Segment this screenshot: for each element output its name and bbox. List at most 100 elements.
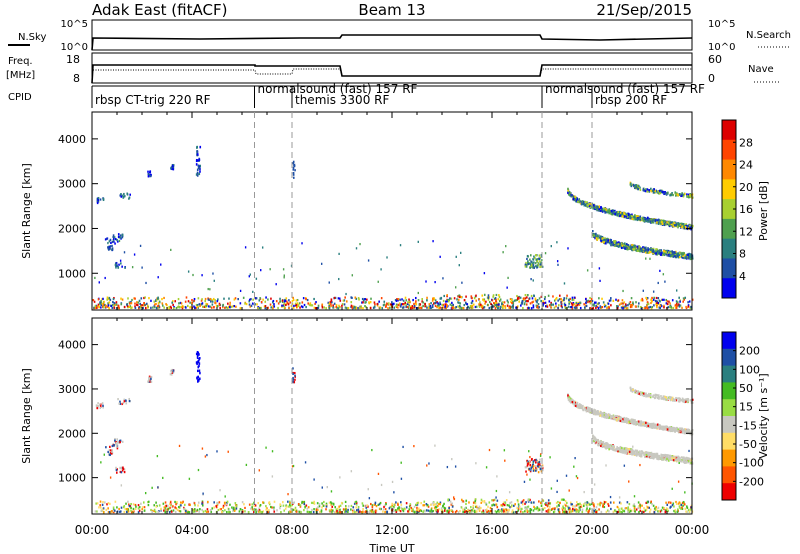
data-cell (602, 301, 605, 304)
data-cell (340, 501, 343, 505)
velocity-heatmap (94, 350, 694, 514)
data-cell (97, 402, 99, 405)
data-cell (495, 503, 497, 506)
data-cell (106, 296, 109, 299)
data-cell (552, 507, 554, 510)
data-cell (98, 281, 100, 284)
data-cell (163, 509, 165, 512)
data-cell (628, 510, 630, 513)
data-cell (602, 504, 605, 507)
data-cell (601, 297, 603, 300)
data-cell (495, 496, 497, 499)
data-cell (432, 503, 435, 506)
data-cell (164, 511, 167, 514)
data-cell (633, 503, 636, 506)
data-cell (471, 304, 473, 307)
data-cell (634, 245, 637, 248)
data-cell (655, 250, 657, 253)
data-cell (678, 505, 681, 508)
data-cell (686, 193, 688, 196)
data-cell (432, 501, 434, 504)
data-cell (279, 503, 282, 506)
data-cell (651, 218, 653, 221)
data-cell (321, 506, 323, 509)
data-cell (597, 206, 599, 209)
data-cell (250, 297, 252, 301)
data-cell (601, 236, 604, 239)
data-cell (527, 505, 530, 508)
data-cell (470, 511, 473, 514)
data-cell (657, 222, 660, 225)
data-cell (471, 306, 474, 310)
data-cell (592, 503, 595, 507)
data-cell (478, 303, 480, 306)
data-cell (641, 297, 644, 301)
data-cell (588, 203, 590, 206)
data-cell (164, 501, 167, 504)
data-cell (100, 303, 103, 307)
data-cell (439, 302, 442, 306)
data-cell (625, 417, 628, 420)
data-cell (628, 508, 630, 512)
data-cell (333, 296, 336, 300)
data-cell (123, 470, 126, 474)
data-cell (230, 305, 233, 308)
data-cell (489, 506, 492, 510)
data-cell (631, 303, 634, 307)
data-cell (671, 221, 674, 224)
data-cell (639, 504, 642, 507)
data-cell (137, 507, 140, 510)
data-cell (147, 172, 150, 176)
data-cell (119, 400, 121, 403)
data-cell (680, 431, 682, 434)
data-cell (94, 276, 96, 280)
data-cell (658, 306, 661, 309)
data-cell (442, 299, 445, 303)
data-cell (219, 489, 221, 492)
data-cell (664, 220, 666, 223)
data-cell (546, 505, 549, 508)
data-cell (232, 506, 235, 509)
data-cell (107, 305, 109, 308)
data-cell (396, 509, 398, 512)
data-cell (629, 215, 631, 218)
data-cell (99, 403, 102, 406)
data-cell (108, 240, 111, 243)
data-cell (134, 297, 136, 300)
data-cell (141, 506, 144, 509)
data-cell (337, 307, 339, 310)
data-cell (596, 206, 598, 209)
data-cell (688, 510, 691, 513)
data-cell (341, 303, 344, 306)
data-cell (493, 302, 495, 305)
data-cell (658, 192, 661, 195)
data-cell (511, 510, 513, 514)
data-cell (227, 302, 229, 305)
data-cell (328, 281, 330, 284)
data-cell (689, 194, 691, 197)
data-cell (654, 426, 656, 429)
data-cell (213, 501, 215, 504)
data-cell (442, 306, 444, 309)
data-cell (682, 500, 685, 504)
data-cell (632, 215, 634, 218)
data-cell (606, 509, 609, 512)
data-cell (260, 300, 263, 304)
data-cell (171, 163, 174, 167)
data-cell (296, 302, 299, 305)
data-cell (244, 246, 247, 249)
data-cell (536, 460, 538, 463)
data-cell (123, 305, 126, 309)
data-cell (601, 239, 604, 242)
data-cell (578, 508, 581, 512)
data-cell (205, 510, 208, 514)
data-cell (545, 510, 548, 513)
data-cell (142, 501, 145, 504)
data-cell (107, 502, 110, 505)
data-cell (117, 233, 120, 236)
data-cell (422, 504, 425, 507)
data-cell (364, 305, 366, 308)
data-cell (399, 501, 402, 504)
data-cell (501, 504, 504, 507)
data-cell (679, 304, 682, 307)
